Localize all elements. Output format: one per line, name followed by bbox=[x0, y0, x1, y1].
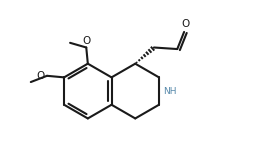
Text: O: O bbox=[37, 71, 45, 81]
Text: O: O bbox=[82, 36, 90, 46]
Text: O: O bbox=[181, 19, 189, 29]
Text: NH: NH bbox=[163, 87, 176, 96]
